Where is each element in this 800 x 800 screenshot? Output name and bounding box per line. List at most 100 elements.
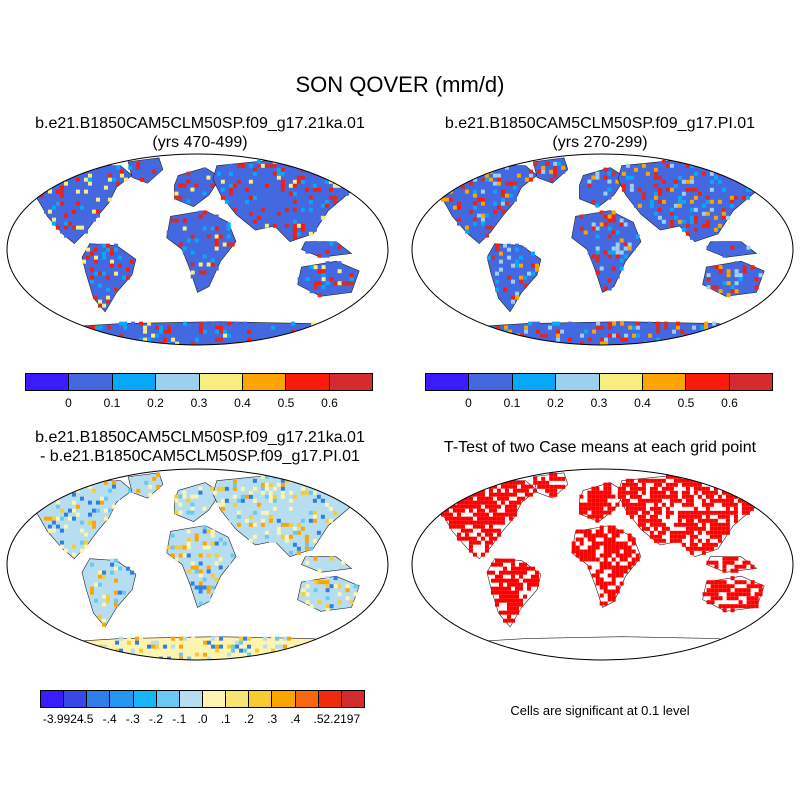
- significant-cell: [591, 510, 596, 515]
- grid-cell: [324, 486, 329, 491]
- significant-cell: [511, 562, 515, 567]
- grid-cell: [520, 325, 525, 330]
- grid-cell: [291, 652, 296, 657]
- grid-cell: [178, 195, 183, 200]
- grid-cell: [705, 223, 710, 228]
- grid-cell: [291, 648, 296, 653]
- grid-cell: [272, 494, 277, 499]
- grid-cell: [292, 215, 297, 220]
- grid-cell: [136, 161, 141, 166]
- significant-cell: [705, 538, 710, 543]
- grid-cell: [79, 173, 84, 178]
- significant-cell: [713, 534, 718, 539]
- significant-cell: [701, 510, 706, 515]
- significant-cell: [611, 593, 616, 598]
- grid-cell: [206, 529, 211, 534]
- significant-cell: [661, 530, 666, 535]
- grid-cell: [689, 203, 694, 208]
- grid-cell: [324, 179, 329, 184]
- grid-cell: [487, 255, 491, 260]
- grid-cell: [648, 321, 653, 326]
- significant-cell: [623, 557, 628, 562]
- grid-cell: [220, 486, 225, 491]
- grid-cell: [311, 652, 316, 657]
- grid-cell: [607, 274, 612, 279]
- grid-cell: [202, 226, 207, 231]
- grid-cell: [67, 516, 72, 521]
- significant-cell: [587, 514, 592, 519]
- grid-cell: [218, 234, 223, 239]
- grid-cell: [316, 530, 321, 535]
- grid-cell: [492, 201, 497, 206]
- significant-cell: [595, 581, 600, 586]
- grid-cell: [94, 578, 98, 583]
- significant-cell: [721, 510, 726, 515]
- colorbar-tick-label: .1: [220, 712, 231, 726]
- significant-cell: [595, 573, 600, 578]
- colorbar-swatch: [69, 374, 113, 390]
- significant-cell: [722, 584, 727, 589]
- grid-cell: [556, 321, 561, 326]
- grid-cell: [595, 175, 600, 180]
- grid-cell: [247, 636, 252, 641]
- grid-cell: [641, 199, 646, 204]
- significant-cell: [693, 486, 698, 491]
- grid-cell: [292, 482, 297, 487]
- grid-cell: [263, 636, 268, 641]
- colorbar-swatch: [179, 691, 203, 707]
- grid-cell: [583, 230, 588, 235]
- significant-cell: [685, 546, 690, 551]
- significant-cell: [689, 530, 694, 535]
- grid-cell: [232, 486, 237, 491]
- significant-cell: [701, 486, 706, 491]
- grid-cell: [553, 169, 558, 174]
- grid-cell: [79, 225, 84, 230]
- grid-cell: [252, 522, 257, 527]
- grid-cell: [713, 227, 718, 232]
- grid-cell: [232, 478, 237, 483]
- grid-cell: [596, 321, 601, 326]
- grid-cell: [102, 574, 106, 579]
- grid-cell: [75, 648, 80, 653]
- significant-cell: [503, 570, 507, 575]
- grid-cell: [276, 171, 281, 176]
- grid-cell: [118, 255, 122, 260]
- world-map-plot: [411, 468, 794, 661]
- significant-cell: [464, 492, 469, 497]
- grid-cell: [247, 329, 252, 334]
- significant-cell: [669, 538, 674, 543]
- significant-cell: [579, 494, 584, 499]
- grid-cell: [757, 179, 762, 184]
- grid-cell: [464, 225, 469, 230]
- significant-cell: [661, 538, 666, 543]
- colorbar-tick-label: 0.6: [321, 396, 338, 410]
- significant-cell: [452, 516, 457, 521]
- grid-cell: [178, 557, 183, 562]
- grid-cell: [300, 159, 305, 164]
- grid-cell: [348, 494, 353, 499]
- grid-cell: [170, 533, 175, 538]
- grid-cell: [515, 259, 519, 264]
- map-difference: [5, 467, 390, 662]
- grid-cell: [313, 281, 318, 286]
- grid-cell: [280, 203, 285, 208]
- grid-cell: [557, 169, 562, 174]
- grid-cell: [114, 602, 118, 607]
- significant-cell: [512, 512, 517, 517]
- grid-cell: [216, 486, 221, 491]
- grid-cell: [595, 187, 600, 192]
- significant-cell: [758, 592, 763, 597]
- grid-cell: [592, 341, 597, 346]
- grid-cell: [244, 187, 249, 192]
- significant-cell: [599, 490, 604, 495]
- significant-cell: [468, 500, 473, 505]
- grid-cell: [714, 249, 719, 254]
- significant-cell: [464, 488, 469, 493]
- significant-cell: [725, 510, 730, 515]
- significant-cell: [615, 545, 620, 550]
- grid-cell: [561, 165, 566, 170]
- grid-cell: [194, 585, 199, 590]
- grid-cell: [714, 265, 719, 270]
- grid-cell: [758, 273, 763, 278]
- grid-cell: [492, 209, 497, 214]
